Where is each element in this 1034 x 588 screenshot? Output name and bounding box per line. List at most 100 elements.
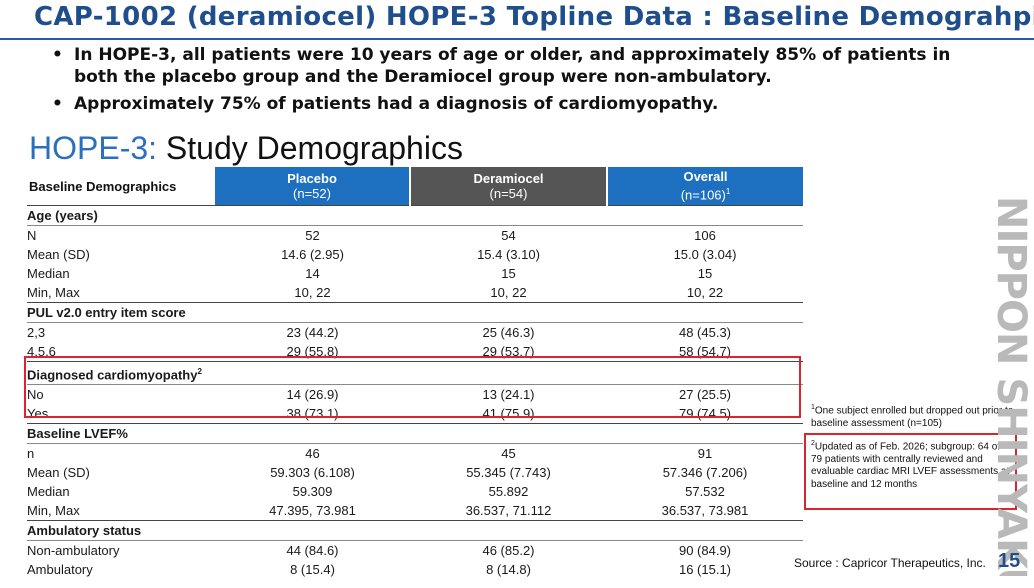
cell-placebo: 47.395, 73.981	[269, 503, 356, 519]
cell-placebo: 8 (15.4)	[290, 562, 335, 578]
cell-overall: 58 (54.7)	[678, 344, 732, 359]
table-header-row: Baseline Demographics Placebo (n=52) Der…	[27, 167, 803, 206]
cell-placebo: 59.309	[292, 484, 333, 500]
column-n-text: (n=106)	[680, 187, 726, 203]
cell-deramiocel: 13 (24.1)	[482, 387, 535, 403]
column-header-placebo: Placebo (n=52)	[215, 167, 411, 206]
section-row-pul: PUL v2.0 entry item score	[27, 302, 803, 323]
table-row: Median 14 15 15	[27, 264, 803, 283]
cell-overall: 15.0 (3.04)	[673, 247, 737, 262]
table-row: Mean (SD) 59.303 (6.108) 55.345 (7.743) …	[27, 463, 803, 482]
cell-overall: 16 (15.1)	[678, 562, 732, 578]
bullet-list: In HOPE-3, all patients were 10 years of…	[48, 44, 974, 120]
cell-placebo: 44 (84.6)	[286, 543, 339, 559]
subtitle-text: Study Demographics	[157, 130, 463, 166]
cell-deramiocel: 55.345 (7.743)	[466, 465, 551, 481]
footnote-text: One subject enrolled but dropped out pri…	[811, 405, 1014, 430]
cell-deramiocel: 46 (85.2)	[482, 543, 535, 559]
section-title: Diagnosed cardiomyopathy2	[27, 360, 803, 386]
footnote-1: 1One subject enrolled but dropped out pr…	[811, 401, 1021, 430]
cell-overall: 10, 22	[686, 285, 724, 300]
slide-title: CAP-1002 (deramiocel) HOPE-3 Topline Dat…	[34, 2, 1034, 32]
column-header-overall: Overall (n=106)1	[607, 167, 803, 206]
cell-placebo: 29 (55.8)	[286, 344, 339, 359]
table-row: Ambulatory 8 (15.4) 8 (14.8) 16 (15.1)	[27, 560, 803, 579]
section-title-text: Diagnosed cardiomyopathy	[27, 367, 198, 383]
section-row-cardiomyopathy: Diagnosed cardiomyopathy2	[27, 360, 803, 386]
cell-placebo: 14	[305, 266, 320, 281]
column-n: (n=52)	[293, 186, 331, 201]
cell-deramiocel: 10, 22	[490, 285, 527, 300]
cell-placebo: 14.6 (2.95)	[281, 247, 344, 262]
table-row: No 14 (26.9) 13 (24.1) 27 (25.5)	[27, 385, 803, 405]
company-watermark: NIPPON SHINYAKU CO., LTD.	[988, 196, 1034, 576]
cell-deramiocel: 45	[501, 446, 516, 462]
section-title: Age (years)	[27, 205, 803, 226]
table-row: Min, Max 10, 22 10, 22 10, 22	[27, 283, 803, 303]
cell-overall: 57.346 (7.206)	[662, 465, 748, 481]
column-n: (n=106)1	[608, 184, 803, 202]
title-divider	[0, 38, 1034, 40]
footnote-text: Updated as of Feb. 2026; subgroup: 64 of…	[811, 441, 1010, 490]
table-row: 2,3 23 (44.2) 25 (46.3) 48 (45.3)	[27, 323, 803, 343]
row-label: Mean (SD)	[27, 247, 90, 262]
row-label: Ambulatory	[27, 562, 93, 578]
section-title: PUL v2.0 entry item score	[27, 302, 803, 323]
section-row-ambulatory: Ambulatory status	[27, 520, 803, 542]
footnote-mark: 2	[811, 440, 815, 447]
cell-placebo: 59.303 (6.108)	[270, 465, 355, 481]
bullet-item: Approximately 75% of patients had a diag…	[48, 93, 974, 115]
cell-overall: 15	[697, 266, 713, 281]
cell-overall: 57.532	[685, 484, 725, 500]
row-label: No	[27, 387, 44, 403]
cell-overall: 106	[694, 228, 716, 243]
row-label: 4,5,6	[27, 344, 56, 359]
footnote-2-box: 2Updated as of Feb. 2026; subgroup: 64 o…	[804, 433, 1017, 510]
bullet-item: In HOPE-3, all patients were 10 years of…	[48, 44, 974, 88]
cell-deramiocel: 29 (53.7)	[482, 344, 535, 359]
cell-overall: 90 (84.9)	[678, 543, 732, 559]
section-title: Ambulatory status	[27, 520, 803, 542]
cardiomyopathy-highlight-box	[24, 356, 801, 418]
cell-placebo: 23 (44.2)	[286, 325, 339, 340]
demographics-table: Baseline Demographics Placebo (n=52) Der…	[27, 167, 803, 579]
cell-deramiocel: 54	[501, 228, 516, 243]
cell-deramiocel: 15	[501, 266, 516, 281]
cell-overall: 48 (45.3)	[678, 325, 732, 340]
row-label: Median	[27, 266, 70, 281]
row-label: Median	[27, 484, 70, 500]
cell-placebo: 14 (26.9)	[286, 387, 339, 403]
column-name: Placebo	[287, 171, 337, 186]
cell-placebo: 46	[305, 446, 320, 462]
cell-deramiocel: 15.4 (3.10)	[477, 247, 540, 262]
table-row: Min, Max 47.395, 73.981 36.537, 71.112 3…	[27, 501, 803, 521]
row-label: Min, Max	[27, 503, 80, 519]
cell-deramiocel: 36.537, 71.112	[465, 503, 552, 519]
header-label: Baseline Demographics	[27, 167, 215, 206]
section-title: Baseline LVEF%	[27, 423, 803, 445]
cell-deramiocel: 25 (46.3)	[482, 325, 535, 340]
section-row-age: Age (years)	[27, 205, 803, 226]
cell-placebo: 52	[305, 228, 320, 243]
section-subtitle: HOPE-3: Study Demographics	[29, 130, 463, 167]
table-row: Median 59.309 55.892 57.532	[27, 482, 803, 501]
cell-overall: 27 (25.5)	[678, 387, 732, 403]
cell-overall: 36.537, 73.981	[661, 503, 749, 519]
cell-deramiocel: 8 (14.8)	[486, 562, 531, 578]
row-label: 2,3	[27, 325, 46, 340]
table-row: n 46 45 91	[27, 444, 803, 464]
table-row: Non-ambulatory 44 (84.6) 46 (85.2) 90 (8…	[27, 541, 803, 561]
cell-placebo: 10, 22	[294, 285, 331, 300]
subtitle-accent: HOPE-3:	[29, 130, 158, 166]
column-name: Deramiocel	[473, 171, 544, 186]
table-row: N 52 54 106	[27, 226, 803, 246]
row-label: Mean (SD)	[27, 465, 90, 481]
section-row-lvef: Baseline LVEF%	[27, 423, 803, 445]
column-name: Overall	[683, 169, 728, 185]
footnote-ref: 1	[725, 187, 731, 197]
source-note: Source : Capricor Therapeutics, Inc.	[794, 556, 986, 570]
row-label: n	[27, 446, 35, 462]
cell-overall: 91	[697, 446, 713, 462]
page-number: 15	[998, 550, 1021, 572]
column-header-deramiocel: Deramiocel (n=54)	[410, 167, 608, 206]
